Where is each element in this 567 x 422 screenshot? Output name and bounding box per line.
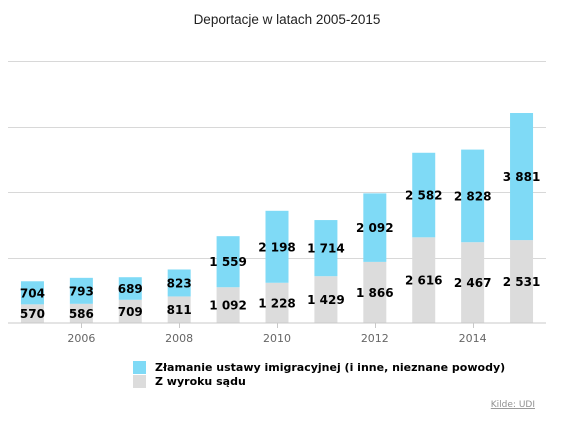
data-label-2008-series-2: 823 (167, 276, 192, 290)
bar-2009-series-1 (216, 287, 240, 323)
chart-title: Deportacje w latach 2005-2015 (194, 12, 381, 27)
legend-swatch-series-1 (133, 375, 146, 388)
bar-2010-series-2 (265, 210, 289, 283)
data-label-2013-series-1: 2 616 (405, 274, 443, 288)
legend-label-series-1: Z wyroku sądu (155, 375, 246, 388)
data-label-2015-series-1: 2 531 (503, 275, 541, 289)
bar-2009-series-2 (216, 236, 240, 288)
x-tick-label-2010: 2010 (263, 332, 291, 345)
data-label-2007-series-1: 709 (118, 305, 143, 319)
data-label-2005-series-2: 704 (20, 286, 45, 300)
legend-label-series-2: Złamanie ustawy imigracyjnej (i inne, ni… (155, 361, 505, 374)
data-label-2009-series-1: 1 092 (209, 299, 247, 313)
data-label-2008-series-1: 811 (167, 303, 192, 317)
data-label-2010-series-2: 2 198 (258, 240, 296, 254)
data-label-2011-series-2: 1 714 (307, 242, 345, 256)
data-label-2013-series-2: 2 582 (405, 189, 443, 203)
data-label-2012-series-1: 1 866 (356, 286, 394, 300)
bar-2013-series-1 (412, 237, 436, 323)
data-label-2014-series-2: 2 828 (454, 189, 492, 203)
credit-link[interactable]: Kilde: UDI (491, 400, 535, 410)
bar-2011-series-2 (314, 220, 338, 277)
legend-item-series-2[interactable]: Złamanie ustawy imigracyjnej (i inne, ni… (133, 361, 505, 374)
bar-2007-series-1 (118, 299, 142, 323)
bar-2005-series-1 (20, 304, 44, 323)
bar-2008-series-2 (167, 269, 191, 297)
bar-2015-series-2 (510, 113, 534, 241)
data-label-2006-series-2: 793 (69, 284, 94, 298)
x-tick-label-2012: 2012 (361, 332, 389, 345)
bar-2008-series-1 (167, 296, 191, 323)
data-label-2014-series-1: 2 467 (454, 276, 492, 290)
bar-2005-series-2 (20, 281, 44, 305)
data-label-2009-series-2: 1 559 (209, 255, 247, 269)
legend: Złamanie ustawy imigracyjnej (i inne, ni… (133, 361, 505, 388)
bar-2014-series-2 (461, 149, 485, 243)
bar-2012-series-1 (363, 261, 387, 323)
bar-2010-series-1 (265, 282, 289, 323)
data-label-2015-series-2: 3 881 (503, 170, 541, 184)
bar-2015-series-1 (510, 240, 534, 323)
data-label-2011-series-1: 1 429 (307, 293, 345, 307)
data-label-2012-series-2: 2 092 (356, 221, 394, 235)
bars (20, 113, 534, 323)
data-label-2006-series-1: 586 (69, 307, 94, 321)
x-tick-label-2008: 2008 (165, 332, 193, 345)
bar-2013-series-2 (412, 152, 436, 238)
x-tick-label-2006: 2006 (67, 332, 95, 345)
bar-2006-series-2 (69, 277, 93, 304)
data-labels: 570 704 586 793 709 689 811 823 1 092 1 559 1 228 2… (20, 170, 540, 321)
bar-2007-series-2 (118, 277, 142, 300)
bar-2011-series-1 (314, 276, 338, 323)
legend-swatch-series-2 (133, 361, 146, 374)
data-label-2005-series-1: 570 (20, 307, 45, 321)
data-label-2007-series-2: 689 (118, 282, 143, 296)
bar-2012-series-2 (363, 193, 387, 262)
x-axis-ticks: 2006 2008 2010 2012 2014 (67, 323, 487, 345)
bar-2006-series-1 (69, 303, 93, 323)
data-label-2010-series-1: 1 228 (258, 296, 296, 310)
x-tick-label-2014: 2014 (459, 332, 487, 345)
bar-2014-series-1 (461, 242, 485, 323)
legend-item-series-1[interactable]: Z wyroku sądu (133, 375, 246, 388)
